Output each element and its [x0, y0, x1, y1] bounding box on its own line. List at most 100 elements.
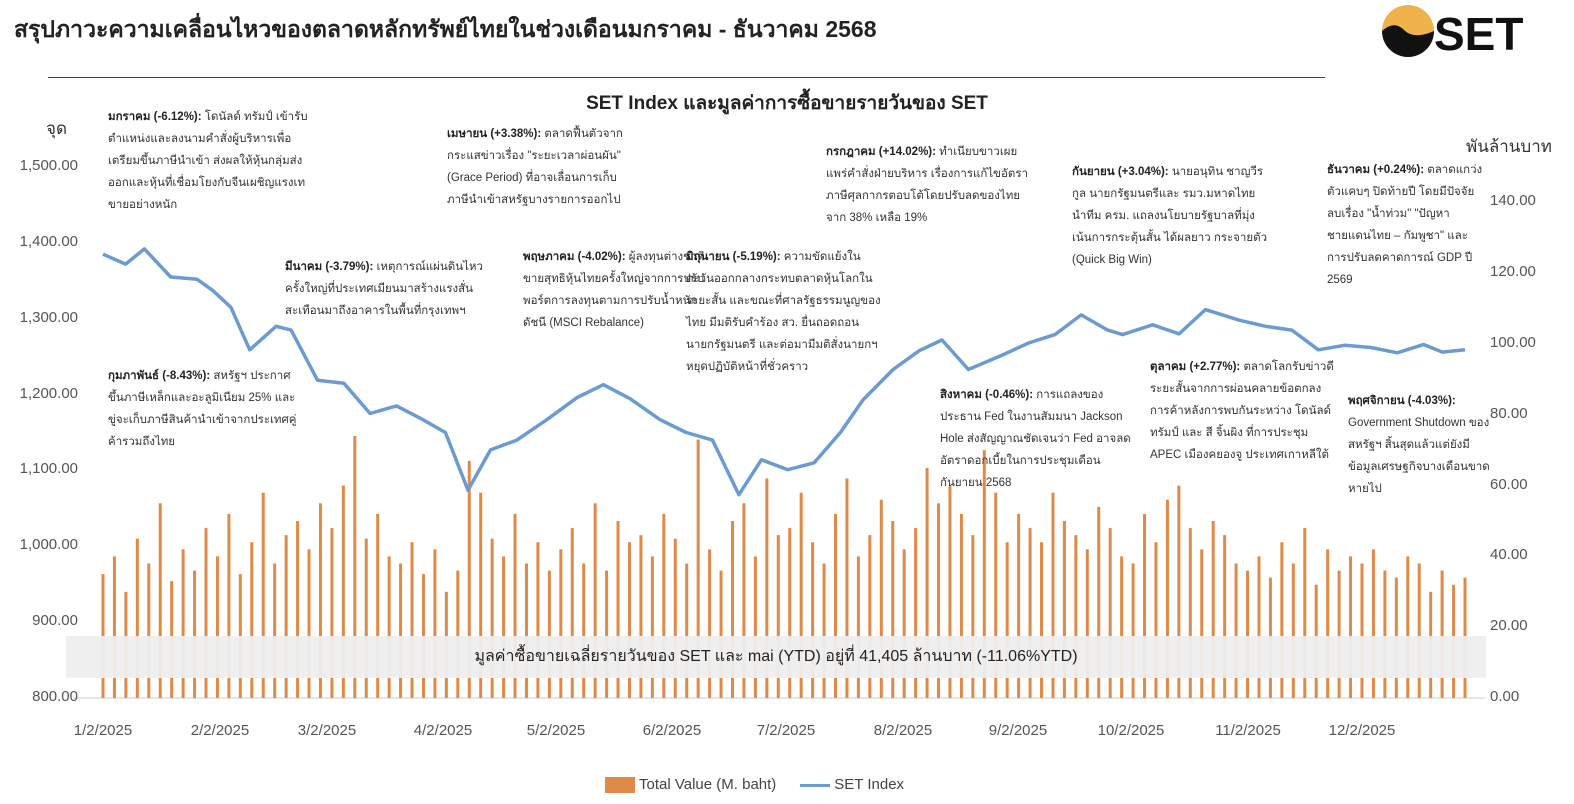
- bar-total-value: [902, 549, 906, 698]
- bar-total-value: [318, 503, 322, 698]
- bar-total-value: [1349, 556, 1353, 698]
- bar-total-value: [799, 492, 803, 698]
- bar-total-value: [1280, 542, 1284, 698]
- bar-total-value: [364, 538, 368, 698]
- bar-total-value: [971, 535, 975, 698]
- bar-total-value: [822, 563, 826, 698]
- annotation-month: กันยายน (+3.04%): นายอนุทิน ชาญวีรกูล นา…: [1072, 161, 1272, 271]
- y-right-tick: 40.00: [1490, 546, 1528, 564]
- bar-total-value: [937, 503, 941, 698]
- bar-total-value: [296, 521, 300, 698]
- bar-total-value: [1188, 528, 1192, 698]
- bar-total-value: [616, 521, 620, 698]
- bar-total-value: [868, 535, 872, 698]
- bar-total-value: [284, 535, 288, 698]
- bar-total-value: [559, 549, 563, 698]
- bar-total-value: [948, 485, 952, 698]
- x-tick: 7/2/2025: [756, 722, 816, 739]
- bar-total-value: [765, 478, 769, 698]
- bar-total-value: [730, 521, 734, 698]
- bar-total-value: [639, 535, 643, 698]
- bar-total-value: [1360, 563, 1364, 698]
- bar-total-value: [1097, 506, 1101, 698]
- annotation-head: พฤศจิกายน (-4.03%):: [1348, 395, 1456, 407]
- y-right-tick: 100.00: [1490, 334, 1536, 351]
- bar-total-value: [879, 499, 883, 698]
- bar-total-value: [135, 538, 139, 698]
- y-left-tick: 900.00: [32, 612, 78, 630]
- bar-total-value: [1177, 485, 1181, 698]
- bar-total-value: [1131, 563, 1135, 698]
- bar-total-value: [1326, 549, 1330, 698]
- bar-total-value: [307, 549, 311, 698]
- bar-total-value: [193, 570, 197, 698]
- annotation-body: ทำเนียบขาวเผยแพร่คำสั่งฝ่ายบริหาร เรื่อง…: [826, 146, 1029, 224]
- bar-total-value: [1406, 556, 1410, 698]
- annotation-head: ธันวาคม (+0.24%):: [1327, 164, 1425, 176]
- annotation-month: สิงหาคม (-0.46%): การแถลงของประธาน Fed ใ…: [940, 384, 1140, 494]
- bar-total-value: [467, 460, 471, 698]
- bar-total-value: [845, 478, 849, 698]
- bar-total-value: [776, 535, 780, 698]
- bar-total-value: [891, 521, 895, 698]
- y-left-tick: 1,200.00: [19, 384, 78, 402]
- line-swatch-icon: [800, 783, 831, 787]
- bar-total-value: [662, 513, 666, 698]
- footer-note: มูลค่าซื้อขายเฉลี่ยรายวันของ SET และ mai…: [66, 636, 1486, 678]
- bar-total-value: [490, 538, 494, 698]
- y-left-tick: 1,400.00: [19, 232, 78, 250]
- bar-total-value: [1383, 570, 1387, 698]
- bar-total-value: [479, 492, 483, 698]
- annotation-month: มิถุนายน (-5.19%): ความขัดแย้งในตะวันออก…: [686, 246, 886, 378]
- y-right-tick: 0.00: [1490, 688, 1520, 705]
- annotation-body: ผู้ลงทุนต่างชาติขายสุทธิหุ้นไทยครั้งใหญ่…: [523, 251, 705, 329]
- annotation-head: สิงหาคม (-0.46%):: [940, 389, 1034, 401]
- legend-label: SET Index: [834, 776, 905, 794]
- x-tick: 10/2/2025: [1097, 722, 1165, 739]
- bar-total-value: [1371, 549, 1375, 698]
- x-tick: 2/2/2025: [190, 722, 250, 739]
- annotation-month: พฤษภาคม (-4.02%): ผู้ลงทุนต่างชาติขายสุท…: [523, 246, 713, 334]
- bar-total-value: [673, 538, 677, 698]
- y-left-tick: 1,500.00: [19, 157, 78, 174]
- bar-total-value: [650, 556, 654, 698]
- bar-total-value: [1108, 528, 1112, 698]
- annotation-head: พฤษภาคม (-4.02%):: [523, 251, 626, 263]
- x-tick: 6/2/2025: [642, 722, 702, 739]
- bar-total-value: [582, 563, 586, 698]
- bar-total-value: [959, 513, 963, 698]
- bar-swatch-icon: [605, 777, 635, 794]
- y-left-tick: 1,300.00: [19, 308, 78, 326]
- bar-total-value: [181, 549, 185, 698]
- x-tick: 1/2/2025: [73, 722, 133, 739]
- annotation-body: ตลาดแกว่งตัวแคบๆ ปิดท้ายปี โดยมีปัจจัยลบ…: [1327, 164, 1483, 286]
- bar-total-value: [204, 528, 208, 698]
- bar-total-value: [753, 556, 757, 698]
- bar-total-value: [273, 563, 277, 698]
- y-right-tick: 80.00: [1490, 404, 1528, 422]
- bar-total-value: [1062, 521, 1066, 698]
- left-axis-label: จุด: [46, 119, 68, 138]
- bar-total-value: [215, 556, 219, 698]
- legend-item-set-index: SET Index: [800, 776, 904, 793]
- bar-total-value: [502, 556, 506, 698]
- x-tick: 4/2/2025: [413, 722, 473, 739]
- bar-total-value: [158, 503, 162, 698]
- bar-total-value: [1017, 513, 1021, 698]
- x-tick: 9/2/2025: [988, 722, 1048, 739]
- bar-total-value: [593, 503, 597, 698]
- bar-total-value: [250, 542, 254, 698]
- bar-total-value: [1051, 492, 1055, 698]
- bar-total-value: [353, 436, 357, 698]
- bar-total-value: [261, 492, 265, 698]
- bar-total-value: [685, 563, 689, 698]
- annotation-head: เมษายน (+3.38%):: [447, 128, 542, 140]
- annotation-month: ธันวาคม (+0.24%): ตลาดแกว่งตัวแคบๆ ปิดท้…: [1327, 159, 1487, 291]
- annotation-head: ตุลาคม (+2.77%):: [1150, 361, 1241, 373]
- bar-total-value: [605, 570, 609, 698]
- bar-total-value: [1085, 549, 1089, 698]
- annotation-month: พฤศจิกายน (-4.03%): Government Shutdown …: [1348, 390, 1498, 500]
- bar-total-value: [147, 563, 151, 698]
- annotation-head: มีนาคม (-3.79%):: [285, 261, 374, 273]
- bar-total-value: [376, 513, 380, 698]
